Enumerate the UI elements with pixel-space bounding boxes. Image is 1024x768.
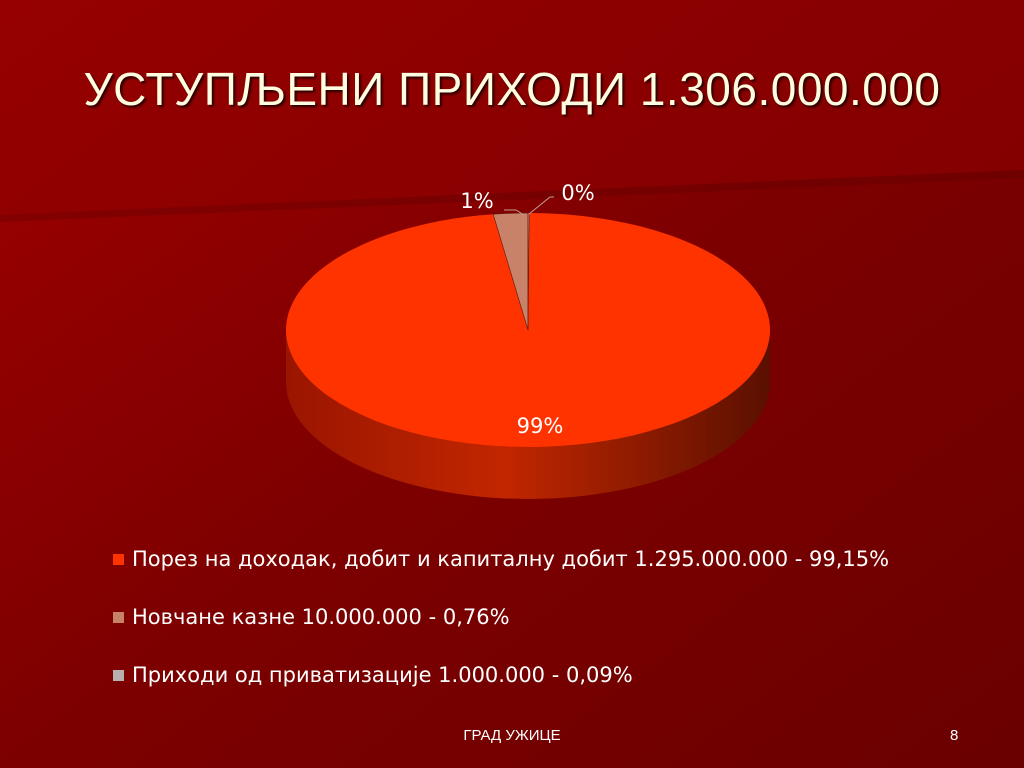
footer-text: ГРАД УЖИЦЕ — [463, 727, 561, 744]
page-number: 8 — [950, 727, 959, 744]
legend-item: Порез на доходак, добит и капиталну доби… — [113, 530, 889, 588]
legend-item: Приходи од приватизације 1.000.000 - 0,0… — [113, 646, 889, 704]
pie-side — [286, 330, 770, 499]
data-label: 1% — [460, 189, 493, 213]
legend-label: Приходи од приватизације 1.000.000 - 0,0… — [132, 663, 633, 687]
pie-slice — [527, 212, 530, 331]
chart-legend: Порез на доходак, добит и капиталну доби… — [113, 530, 889, 704]
legend-label: Новчане казне 10.000.000 - 0,76% — [132, 605, 510, 629]
data-label: 0% — [561, 181, 594, 205]
legend-swatch — [113, 611, 124, 623]
legend-item: Новчане казне 10.000.000 - 0,76% — [113, 588, 889, 646]
legend-swatch — [113, 553, 124, 565]
leader-line — [528, 196, 554, 215]
legend-label: Порез на доходак, добит и капиталну доби… — [132, 547, 890, 571]
legend-swatch — [113, 669, 124, 681]
slide-title: УСТУПЉЕНИ ПРИХОДИ 1.306.000.000 — [83, 63, 941, 115]
data-label: 99% — [517, 414, 564, 438]
leader-line — [504, 209, 525, 216]
